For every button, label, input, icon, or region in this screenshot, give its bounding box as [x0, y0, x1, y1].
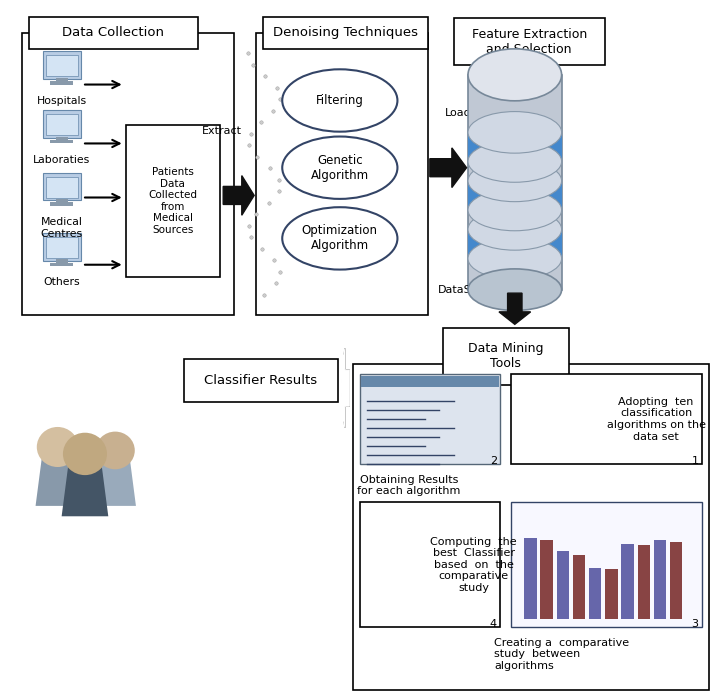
Bar: [43, 173, 81, 200]
Text: 1: 1: [691, 456, 698, 466]
Text: 3: 3: [691, 619, 698, 629]
Bar: [454, 18, 605, 65]
Bar: [256, 33, 428, 315]
Bar: [524, 538, 536, 619]
Polygon shape: [223, 175, 254, 216]
Polygon shape: [499, 293, 531, 324]
Bar: [56, 78, 68, 83]
Text: Computing  the
best  Classifier
based  on  the
comparative
study: Computing the best Classifier based on t…: [431, 536, 517, 593]
Text: Classifier Results: Classifier Results: [204, 374, 318, 387]
Polygon shape: [342, 349, 349, 428]
Bar: [56, 199, 68, 204]
Text: DataSet: DataSet: [438, 285, 482, 295]
Ellipse shape: [468, 189, 562, 231]
Ellipse shape: [282, 207, 397, 270]
Bar: [557, 550, 569, 619]
Circle shape: [63, 432, 107, 475]
Bar: [670, 542, 683, 619]
Text: Obtaining Results
for each algorithm: Obtaining Results for each algorithm: [357, 475, 461, 496]
Bar: [50, 81, 73, 85]
Bar: [43, 110, 81, 138]
Bar: [468, 132, 562, 161]
Text: Laboraties: Laboraties: [33, 155, 91, 164]
Text: Extract: Extract: [202, 126, 242, 136]
Bar: [46, 55, 78, 76]
Text: 2: 2: [490, 456, 497, 466]
Text: Data Collection: Data Collection: [63, 26, 164, 40]
Polygon shape: [342, 349, 349, 428]
Bar: [50, 263, 73, 266]
Bar: [126, 125, 220, 277]
Bar: [46, 237, 78, 258]
Bar: [468, 75, 562, 290]
Circle shape: [37, 427, 78, 467]
Ellipse shape: [468, 209, 562, 250]
Text: Medical
Centres: Medical Centres: [41, 217, 83, 238]
Bar: [22, 33, 234, 315]
Bar: [360, 502, 500, 627]
Bar: [621, 544, 634, 619]
Bar: [46, 177, 78, 198]
Bar: [511, 374, 702, 464]
Bar: [43, 233, 81, 261]
Ellipse shape: [282, 69, 397, 132]
Bar: [46, 114, 78, 135]
Ellipse shape: [468, 141, 562, 182]
Text: Genetic
Algorithm: Genetic Algorithm: [311, 154, 369, 182]
Bar: [56, 259, 68, 265]
Ellipse shape: [468, 238, 562, 279]
Bar: [511, 502, 702, 627]
Text: Hospitals: Hospitals: [37, 96, 87, 105]
Bar: [360, 374, 500, 464]
Text: Others: Others: [44, 277, 80, 287]
Text: Creating a  comparative
study  between
algorithms: Creating a comparative study between alg…: [494, 638, 629, 671]
Text: Load: Load: [445, 108, 472, 118]
Text: Adopting  ten
classification
algorithms on the
data set: Adopting ten classification algorithms o…: [606, 397, 706, 441]
Ellipse shape: [282, 137, 397, 199]
Polygon shape: [35, 459, 80, 506]
Bar: [589, 568, 601, 619]
Ellipse shape: [468, 112, 562, 153]
Text: 4: 4: [490, 619, 497, 629]
Text: Data Mining
Tools: Data Mining Tools: [468, 342, 544, 370]
Circle shape: [96, 432, 135, 469]
Bar: [29, 17, 198, 49]
Bar: [573, 555, 585, 619]
Polygon shape: [430, 148, 467, 188]
Bar: [468, 181, 562, 210]
Polygon shape: [62, 466, 108, 516]
Ellipse shape: [468, 269, 562, 310]
Bar: [654, 541, 666, 619]
Bar: [353, 364, 709, 690]
Bar: [361, 376, 499, 387]
Bar: [540, 541, 553, 619]
Bar: [43, 51, 81, 79]
Polygon shape: [341, 355, 348, 421]
Ellipse shape: [468, 160, 562, 202]
Text: Feature Extraction
and Selection: Feature Extraction and Selection: [472, 28, 587, 55]
Text: Optimization
Algorithm: Optimization Algorithm: [302, 225, 378, 252]
Bar: [56, 137, 68, 142]
Bar: [50, 202, 73, 206]
Bar: [605, 570, 618, 619]
Text: Filtering: Filtering: [316, 94, 364, 107]
Bar: [184, 359, 338, 402]
Bar: [50, 140, 73, 143]
Bar: [263, 17, 428, 49]
Text: Patients
Data
Collected
from
Medical
Sources: Patients Data Collected from Medical Sou…: [148, 167, 197, 235]
Polygon shape: [94, 462, 136, 506]
Ellipse shape: [468, 49, 562, 100]
Bar: [638, 545, 650, 619]
Bar: [443, 328, 569, 385]
Bar: [468, 229, 562, 258]
Text: Denoising Techniques: Denoising Techniques: [273, 26, 418, 40]
